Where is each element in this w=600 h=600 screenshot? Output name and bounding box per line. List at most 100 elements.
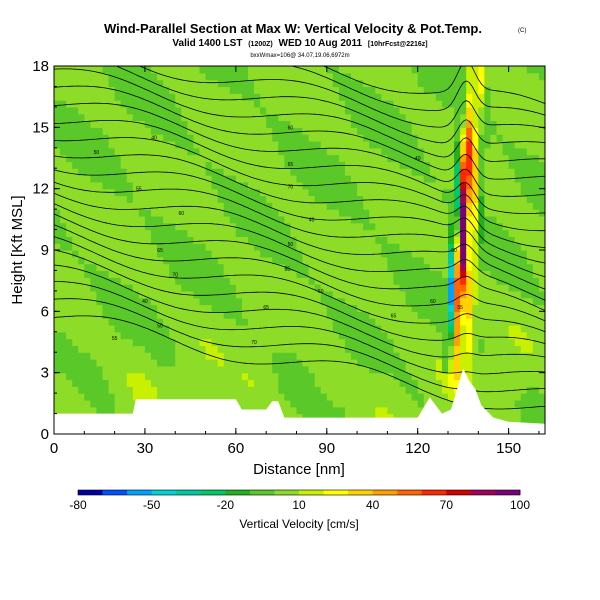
velocity-cell [381, 134, 388, 142]
velocity-cell [60, 324, 67, 333]
velocity-cell [199, 209, 207, 217]
velocity-cell [187, 175, 195, 183]
velocity-cell [508, 140, 516, 149]
x-tick-label: 0 [50, 440, 58, 457]
velocity-cell [326, 229, 334, 237]
velocity-cell [508, 222, 516, 231]
velocity-cell [314, 406, 322, 415]
velocity-cell [96, 352, 104, 360]
velocity-cell [381, 243, 388, 251]
velocity-cell [417, 318, 425, 326]
velocity-cell [181, 393, 188, 401]
velocity-cell [357, 147, 364, 156]
velocity-cell [84, 318, 91, 326]
velocity-cell [326, 100, 334, 108]
velocity-cell [351, 318, 358, 326]
velocity-cell [381, 154, 388, 163]
velocity-cell [520, 127, 528, 135]
velocity-cell [496, 359, 504, 367]
velocity-cell [126, 106, 134, 115]
velocity-cell [460, 195, 467, 203]
velocity-cell [423, 66, 431, 74]
velocity-cell [211, 352, 219, 360]
velocity-cell [54, 270, 61, 278]
velocity-cell [84, 270, 91, 278]
velocity-cell [66, 304, 73, 312]
velocity-cell [150, 277, 158, 285]
velocity-cell [284, 202, 292, 210]
velocity-cell [241, 297, 249, 306]
velocity-cell [193, 297, 201, 306]
velocity-cell [78, 318, 85, 326]
velocity-cell [466, 236, 473, 244]
velocity-cell [241, 399, 249, 408]
velocity-cell [102, 345, 110, 353]
velocity-cell [90, 127, 98, 135]
velocity-cell [514, 161, 522, 169]
velocity-cell [454, 263, 461, 272]
colorbar-label: -80 [69, 498, 87, 512]
velocity-cell [223, 222, 231, 231]
velocity-cell [296, 263, 304, 272]
velocity-cell [132, 386, 140, 394]
velocity-cell [417, 338, 425, 347]
y-tick-label: 6 [41, 303, 49, 320]
velocity-cell [308, 106, 316, 115]
velocity-cell [435, 372, 443, 381]
velocity-cell [508, 345, 516, 353]
velocity-cell [102, 66, 110, 74]
velocity-cell [229, 365, 237, 374]
velocity-cell [266, 188, 273, 197]
velocity-cell [454, 202, 461, 210]
velocity-cell [290, 345, 298, 353]
velocity-cell [484, 72, 492, 81]
velocity-cell [363, 181, 370, 190]
velocity-cell [84, 250, 91, 258]
velocity-cell [181, 352, 188, 360]
velocity-cell [417, 243, 425, 251]
velocity-cell [435, 399, 443, 408]
velocity-cell [381, 406, 388, 415]
velocity-cell [157, 331, 164, 340]
velocity-cell [96, 290, 104, 299]
velocity-cell [150, 229, 158, 237]
velocity-cell [132, 236, 140, 244]
velocity-cell [126, 338, 134, 347]
velocity-cell [223, 270, 231, 278]
velocity-cell [399, 215, 407, 224]
velocity-cell [314, 250, 322, 258]
velocity-cell [460, 72, 467, 81]
velocity-cell [399, 134, 407, 142]
velocity-cell [357, 365, 364, 374]
velocity-cell [448, 72, 455, 81]
velocity-cell [526, 134, 534, 142]
velocity-cell [478, 284, 485, 292]
velocity-cell [308, 393, 316, 401]
velocity-cell [199, 72, 207, 81]
velocity-cell [296, 202, 304, 210]
velocity-cell [326, 120, 334, 128]
velocity-cell [60, 393, 67, 401]
velocity-cell [363, 318, 370, 326]
velocity-cell [247, 345, 255, 353]
velocity-cell [369, 338, 376, 347]
velocity-cell [169, 352, 176, 360]
velocity-cell [157, 345, 164, 353]
velocity-cell [150, 113, 158, 122]
velocity-cell [484, 345, 492, 353]
velocity-cell [526, 209, 534, 217]
velocity-cell [338, 209, 346, 217]
velocity-cell [254, 250, 261, 258]
velocity-cell [320, 140, 328, 149]
velocity-cell [357, 106, 364, 115]
velocity-cell [302, 270, 310, 278]
velocity-cell [72, 318, 79, 326]
velocity-cell [254, 154, 261, 163]
velocity-cell [126, 79, 134, 88]
velocity-cell [302, 277, 310, 285]
velocity-cell [144, 106, 152, 115]
velocity-cell [538, 147, 545, 156]
velocity-cell [229, 297, 237, 306]
velocity-cell [229, 324, 237, 333]
velocity-cell [211, 393, 219, 401]
